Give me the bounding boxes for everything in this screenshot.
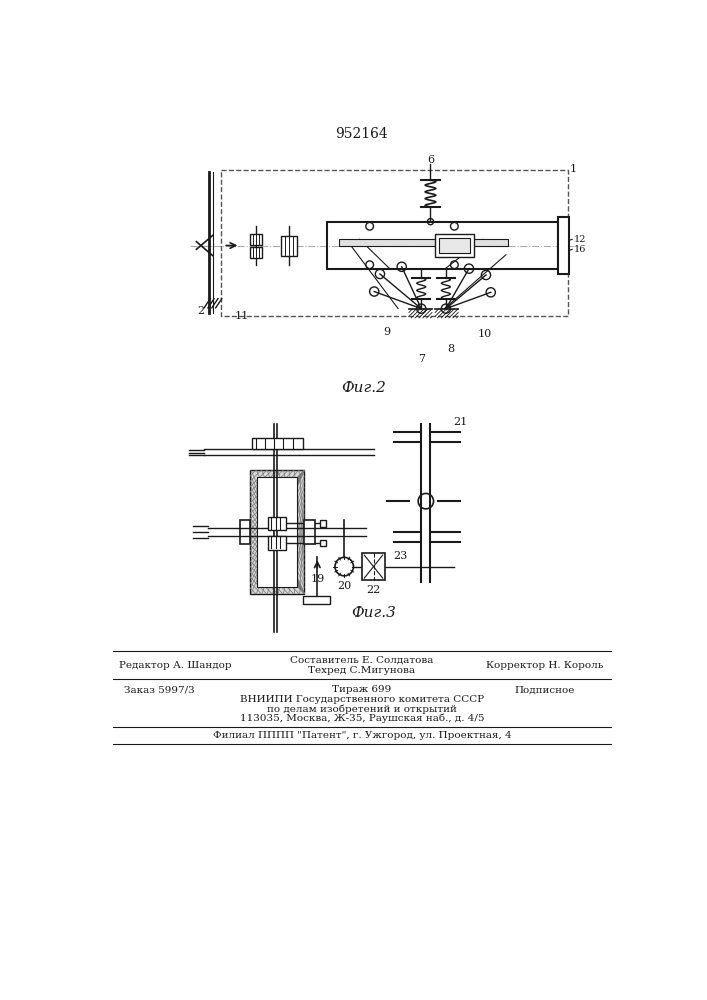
- Bar: [327, 222, 559, 269]
- Text: 20: 20: [337, 581, 351, 591]
- Bar: [320, 540, 326, 546]
- Text: 2: 2: [197, 306, 204, 316]
- Text: Редактор А. Шандор: Редактор А. Шандор: [119, 661, 231, 670]
- Text: Фиг.3: Фиг.3: [351, 606, 396, 620]
- Bar: [268, 517, 286, 530]
- Text: Составитель Е. Солдатова: Составитель Е. Солдатова: [291, 655, 433, 664]
- Text: 1: 1: [570, 164, 577, 174]
- Text: Техред С.Мигунова: Техред С.Мигунова: [308, 666, 416, 675]
- Text: 19: 19: [310, 574, 325, 584]
- Text: 11: 11: [235, 311, 249, 321]
- Text: 952164: 952164: [336, 127, 388, 141]
- Text: Филиал ПППП "Патент", г. Ужгород, ул. Проектная, 4: Филиал ПППП "Патент", г. Ужгород, ул. Пр…: [213, 732, 511, 740]
- Bar: [304, 520, 315, 544]
- Bar: [435, 234, 474, 257]
- Bar: [439, 238, 469, 253]
- Bar: [339, 239, 508, 246]
- Text: 21: 21: [454, 417, 468, 427]
- Text: 113035, Москва, Ж-35, Раушская наб., д. 4/5: 113035, Москва, Ж-35, Раушская наб., д. …: [240, 714, 484, 723]
- Text: 7: 7: [418, 354, 425, 364]
- Text: Корректор Н. Король: Корректор Н. Король: [486, 661, 603, 670]
- Text: ВНИИПИ Государственного комитета СССР: ВНИИПИ Государственного комитета СССР: [240, 695, 484, 704]
- Text: 22: 22: [366, 585, 380, 595]
- Text: 12: 12: [573, 235, 586, 244]
- Text: Фиг.2: Фиг.2: [341, 381, 386, 395]
- Bar: [559, 217, 569, 274]
- Bar: [221, 170, 568, 316]
- Text: 8: 8: [447, 344, 454, 354]
- Bar: [252, 438, 303, 449]
- Text: 16: 16: [573, 245, 586, 254]
- Text: 23: 23: [393, 551, 407, 561]
- Text: 9: 9: [383, 327, 390, 337]
- Bar: [257, 477, 297, 587]
- Text: по делам изобретений и открытий: по делам изобретений и открытий: [267, 704, 457, 714]
- Bar: [250, 247, 262, 258]
- Bar: [362, 553, 385, 580]
- Bar: [240, 520, 250, 544]
- Bar: [303, 596, 330, 604]
- Bar: [320, 520, 326, 527]
- Text: Заказ 5997/3: Заказ 5997/3: [124, 685, 195, 694]
- Bar: [268, 536, 286, 550]
- Text: Тираж 699: Тираж 699: [332, 685, 392, 694]
- Text: 10: 10: [477, 329, 491, 339]
- Bar: [250, 470, 304, 594]
- Bar: [250, 234, 262, 245]
- Bar: [281, 235, 296, 256]
- Text: Подписное: Подписное: [514, 685, 575, 694]
- Text: 6: 6: [427, 155, 434, 165]
